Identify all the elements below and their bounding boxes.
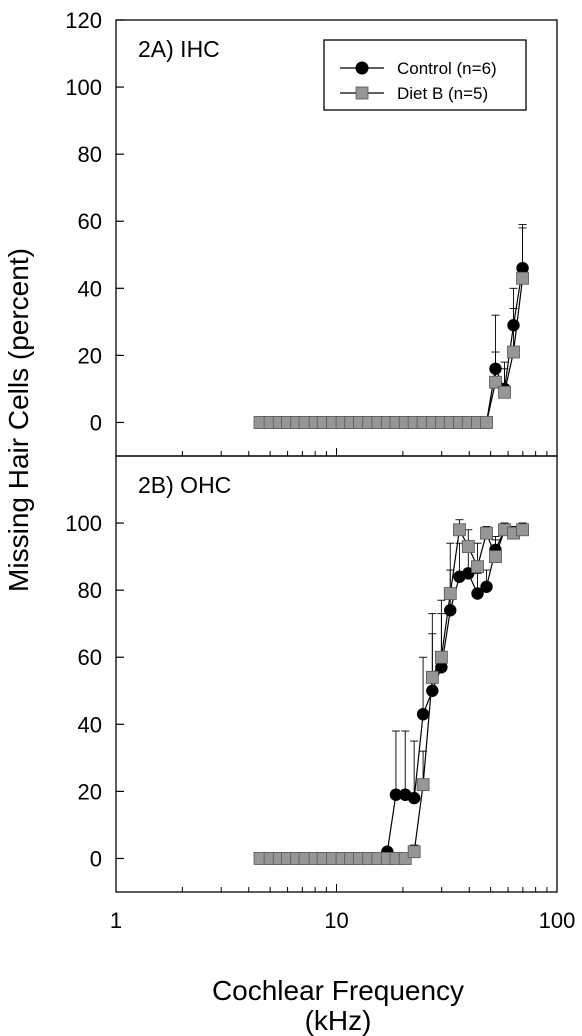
ihc-control-point <box>507 319 520 332</box>
legend-control-marker <box>355 61 369 75</box>
ihc-y-tick-label: 40 <box>78 276 102 301</box>
ohc-x-tick-label: 100 <box>539 908 576 933</box>
ohc-dietb-point <box>453 523 466 537</box>
ihc-y-tick-label: 80 <box>78 142 102 167</box>
ohc-dietb-series-line <box>260 527 523 860</box>
ohc-dietb-point <box>480 526 493 540</box>
ohc-control-series-line <box>260 529 523 860</box>
ihc-y-tick-label: 0 <box>90 410 102 435</box>
ohc-y-tick-label: 100 <box>65 511 102 536</box>
ohc-dietb-point <box>443 587 457 600</box>
ihc-dietb-point <box>498 385 511 399</box>
ohc-dietb-point <box>434 650 448 664</box>
ohc-dietb-point <box>471 560 484 574</box>
ohc-control-point <box>407 791 421 805</box>
ihc-dietb-point <box>480 416 493 429</box>
ohc-dietb-point <box>516 523 529 537</box>
ohc-plot-frame <box>115 455 558 893</box>
ohc-control-point <box>426 684 439 697</box>
ihc-control-series-line <box>260 268 524 424</box>
ohc-dietb-point <box>425 670 439 684</box>
ohc-dietb-point <box>461 540 475 553</box>
ihc-control-point <box>489 362 502 375</box>
legend-control-label: Control (n=6) <box>397 59 497 78</box>
ihc-y-tick-label: 120 <box>65 8 102 33</box>
ohc-control-point <box>389 788 403 801</box>
ohc-dietb-point <box>407 845 421 859</box>
ohc-control-point <box>471 587 484 600</box>
panel-ohc: 0 20 40 60 80 100 1 10 100 2B) OHC <box>65 455 576 933</box>
ohc-control-point <box>416 708 430 721</box>
ihc-dietb-point <box>507 345 520 359</box>
ihc-y-tick-label: 60 <box>78 209 102 234</box>
ohc-y-tick-label: 20 <box>78 779 102 804</box>
ohc-control-point <box>480 580 493 593</box>
x-axis-title-line1: Cochlear Frequency <box>212 975 464 1006</box>
ohc-dietb-point <box>489 550 502 564</box>
ohc-panel-label: 2B) OHC <box>138 472 231 498</box>
ohc-y-tick-label: 80 <box>78 578 102 603</box>
ihc-y-tick-label: 100 <box>65 75 102 100</box>
ohc-x-tick-label: 10 <box>324 908 348 933</box>
ihc-panel-label: 2A) IHC <box>138 36 220 62</box>
ohc-y-tick-label: 40 <box>78 712 102 737</box>
ohc-control-point <box>444 604 457 617</box>
ohc-x-tick-label: 1 <box>110 908 122 933</box>
ohc-control-point <box>435 661 448 674</box>
ihc-dietb-series-line <box>260 278 524 424</box>
panel-ihc: 0 20 40 60 80 100 120 2A) IHC <box>65 8 558 457</box>
legend-dietb-marker <box>355 86 369 100</box>
ihc-dietb-point <box>489 375 502 389</box>
ohc-y-tick-label: 0 <box>90 846 102 871</box>
y-axis-title: Missing Hair Cells (percent) <box>3 248 34 592</box>
ihc-dietb-point <box>516 271 529 285</box>
ohc-y-tick-label: 60 <box>78 645 102 670</box>
legend: Control (n=6) Diet B (n=5) <box>323 39 527 111</box>
ihc-control-point <box>516 261 529 275</box>
x-axis-title-line2: (kHz) <box>305 1005 372 1036</box>
legend-dietb-label: Diet B (n=5) <box>397 84 488 103</box>
ihc-y-tick-label: 20 <box>78 343 102 368</box>
ohc-dietb-point <box>416 778 430 792</box>
